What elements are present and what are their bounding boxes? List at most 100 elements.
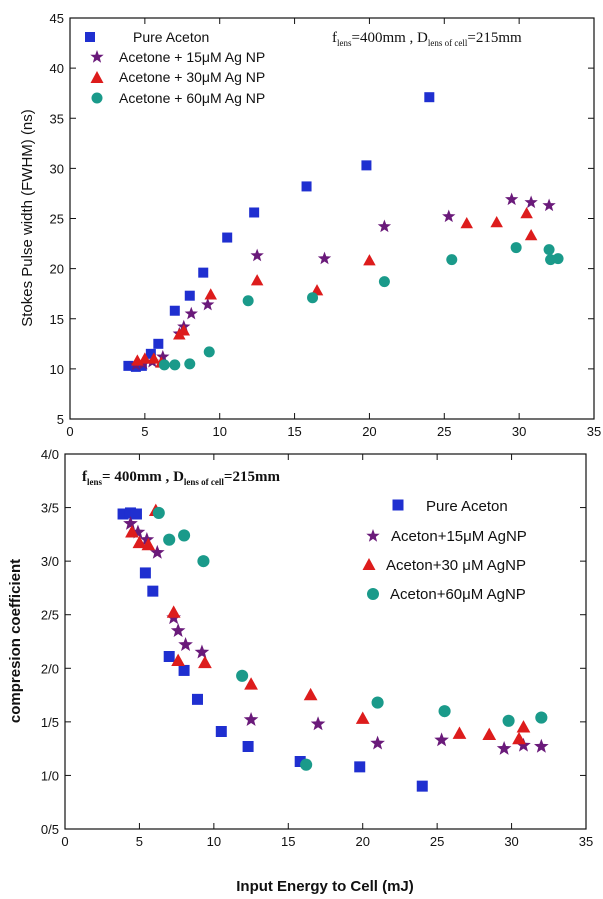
- bottom-point-triangle: [166, 605, 181, 618]
- top-point-square: [169, 305, 180, 316]
- top-x-tick-label: 0: [66, 424, 73, 439]
- top-y-tick-label: 10: [50, 362, 64, 377]
- top-point-square: [145, 348, 156, 359]
- top-point-square: [361, 160, 372, 171]
- bottom-annot-d-value: =215mm: [224, 469, 281, 485]
- top-annot-f: f: [332, 30, 337, 46]
- svg-text:flens= 400mm , Dlens of cell=2: flens= 400mm , Dlens of cell=215mm: [82, 469, 280, 487]
- bottom-point-star: [516, 737, 531, 752]
- bottom-x-tick-label: 10: [207, 834, 221, 849]
- top-point-square: [198, 267, 209, 278]
- bottom-point-square: [215, 726, 227, 737]
- top-y-tick-label: 25: [50, 212, 64, 227]
- bottom-y-tick-label: 2/0: [41, 661, 59, 676]
- bottom-point-star: [370, 735, 385, 750]
- bottom-point-star: [243, 712, 259, 726]
- bottom-annot-d: D: [173, 469, 184, 485]
- top-point-square: [123, 360, 134, 371]
- top-point-triangle: [250, 274, 264, 286]
- bottom-y-tick-label: 3/5: [41, 501, 59, 516]
- bottom-point-star: [178, 637, 193, 651]
- top-point-star: [377, 219, 392, 233]
- top-annotation: flens=400mm , Dlens of cell=215mm: [332, 30, 522, 48]
- bottom-annot-f: f: [82, 469, 88, 485]
- bottom-legend-label-15um: Aceton+15μM AgNP: [391, 528, 527, 545]
- top-point-circle: [378, 276, 390, 288]
- top-point-triangle: [520, 206, 533, 219]
- top-legend: Pure Aceton Acetone + 15μM Ag NP Acetone…: [85, 29, 265, 106]
- top-point-circle: [552, 253, 564, 265]
- bottom-point-circle: [300, 758, 313, 771]
- bottom-point-circle: [163, 533, 176, 546]
- bottom-point-star: [170, 623, 186, 638]
- top-legend-label-60um: Acetone + 60μM Ag NP: [119, 90, 265, 106]
- top-y-tick-label: 45: [50, 11, 64, 26]
- bottom-point-square: [242, 741, 254, 752]
- top-point-star: [250, 248, 264, 262]
- bottom-point-square: [117, 508, 129, 520]
- bottom-point-circle: [197, 555, 210, 568]
- top-annot-d: D: [417, 30, 428, 46]
- bottom-annot-f-value: = 400mm ,: [102, 469, 173, 485]
- bottom-y-tick-label: 4/0: [41, 447, 59, 462]
- bottom-point-triangle: [132, 535, 147, 549]
- top-annot-f-sub: lens: [337, 38, 352, 48]
- bottom-point-triangle: [125, 525, 139, 538]
- bottom-point-circle: [371, 696, 384, 709]
- top-y-axis-title: Stokes Pulse width (FWHM) (ns): [19, 109, 36, 327]
- top-point-circle: [510, 242, 522, 254]
- top-legend-marker-circle: [91, 92, 103, 104]
- top-y-tick-label: 40: [50, 61, 64, 76]
- bottom-plot-frame: [64, 453, 587, 830]
- top-point-square: [222, 232, 233, 243]
- bottom-point-square: [416, 780, 428, 792]
- top-point-star: [317, 251, 332, 265]
- top-point-square: [153, 338, 164, 349]
- top-legend-label-15um: Acetone + 15μM Ag NP: [119, 49, 265, 65]
- top-legend-label-30um: Acetone + 30μM Ag NP: [119, 69, 265, 85]
- top-point-star: [442, 209, 456, 223]
- bottom-legend-label-30um: Aceton+30 μM AgNP: [386, 557, 526, 574]
- top-point-star: [542, 198, 556, 212]
- top-point-circle: [158, 359, 170, 371]
- bottom-point-star: [434, 732, 449, 747]
- top-legend-label-pure-aceton: Pure Aceton: [133, 29, 209, 45]
- bottom-point-square: [294, 756, 306, 767]
- top-x-tick-label: 35: [587, 424, 601, 439]
- top-point-star: [201, 297, 215, 311]
- top-point-circle: [242, 295, 254, 307]
- bottom-point-star: [194, 644, 210, 659]
- top-legend-marker-star: [90, 50, 104, 63]
- top-point-circle: [184, 358, 196, 370]
- bottom-point-triangle: [198, 655, 212, 669]
- bottom-legend-marker-star: [366, 529, 380, 542]
- bottom-point-square: [191, 693, 203, 705]
- bottom-point-star: [496, 740, 512, 755]
- top-point-triangle: [490, 216, 503, 228]
- bottom-point-triangle: [512, 731, 526, 745]
- bottom-legend-label-pure-aceton: Pure Aceton: [426, 498, 508, 515]
- bottom-point-square: [139, 567, 151, 579]
- bottom-annot-d-sub: lens of cell: [184, 477, 224, 487]
- top-point-triangle: [147, 352, 161, 364]
- bottom-axis-ticks: 0 5 10 15 20 25 30 35 0/5 1/0 1/5 2/0 2/5 3/0 3/5 4/0: [41, 447, 593, 849]
- bottom-x-tick-label: 5: [136, 834, 143, 849]
- bottom-x-tick-label: 25: [430, 834, 444, 849]
- bottom-point-triangle: [303, 687, 318, 701]
- bottom-point-circle: [438, 705, 451, 718]
- bottom-annot-f-sub: lens: [87, 477, 103, 487]
- top-point-star: [156, 349, 170, 363]
- bottom-point-triangle: [355, 711, 370, 724]
- top-point-triangle: [460, 217, 473, 229]
- top-annot-d-sub: lens of cell: [428, 38, 468, 48]
- bottom-point-square: [130, 508, 142, 520]
- top-point-star: [504, 192, 519, 206]
- bottom-x-tick-label: 20: [355, 834, 369, 849]
- top-x-tick-label: 15: [287, 424, 301, 439]
- top-annot-f-value: =400mm ,: [352, 30, 418, 46]
- top-point-circle: [169, 359, 181, 371]
- bottom-y-axis-title: compresion coefficient: [7, 559, 24, 723]
